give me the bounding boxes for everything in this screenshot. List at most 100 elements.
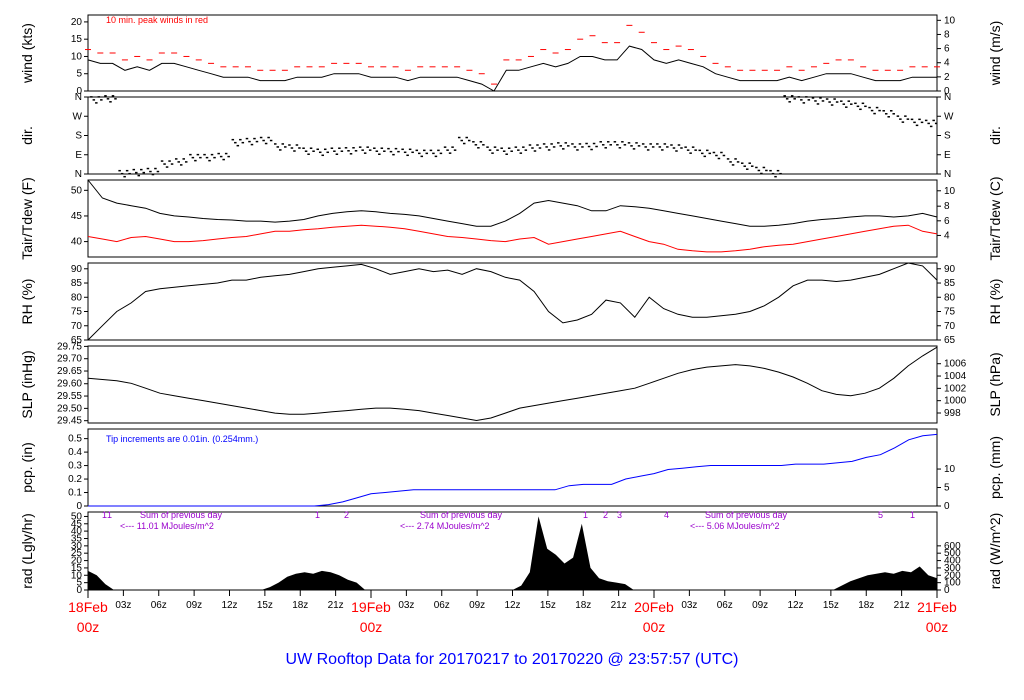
pcp-left-tick-label: 0 [76, 501, 82, 512]
dir-point [576, 149, 579, 151]
x-tick-label: 18z [858, 600, 874, 611]
dir-point [425, 152, 429, 155]
dir-point [510, 150, 513, 152]
dir-point [451, 146, 454, 148]
dir-point [411, 151, 414, 154]
pcp-left-tick-label: 0.2 [68, 474, 82, 485]
dir-point [901, 121, 905, 123]
dir-point [224, 152, 228, 155]
dir-point [859, 108, 862, 111]
rad-tip-label: 5 [878, 510, 883, 520]
rad-left-tick-label: 5 [76, 578, 82, 589]
pcp-left-tick-label: 0.4 [68, 447, 82, 458]
pcp-left-tick-label: 0.1 [68, 488, 82, 499]
x-tick-label: 06z [151, 600, 167, 611]
x-tick-label: 21z [894, 600, 910, 611]
rh-left-tick-label: 80 [71, 292, 83, 303]
dir-right-tick-label: S [944, 131, 951, 142]
dir-point [562, 148, 565, 150]
dir-point [910, 118, 914, 121]
rh-right-tick-label: 65 [944, 335, 956, 346]
dir-point [177, 161, 180, 163]
dir-point [460, 139, 463, 142]
dir-point [783, 95, 786, 97]
dir-point [924, 119, 928, 122]
dir-point [769, 169, 772, 172]
dir-point [288, 144, 291, 146]
dir-point [222, 158, 225, 161]
dir-point [918, 118, 921, 121]
dir-point [536, 144, 539, 146]
dir-point [623, 144, 627, 146]
temp-left-tick-label: 45 [71, 211, 83, 222]
slp-left-tick-label: 29.45 [57, 416, 82, 427]
dir-point [135, 171, 138, 174]
dir-point [632, 148, 636, 150]
rh-series-0 [87, 262, 938, 341]
dir-point [920, 121, 924, 124]
dir-point [547, 149, 551, 151]
slp-ylabel-right: SLP (hPa) [987, 352, 1003, 416]
dir-point [899, 118, 902, 120]
dir-point [567, 145, 570, 147]
dir-point [906, 118, 910, 120]
dir-left-tick-label: S [75, 131, 82, 142]
x-tick-label: 21z [328, 600, 344, 611]
dir-point [672, 147, 676, 149]
dir-point [646, 149, 650, 151]
wind-left-tick-label: 15 [71, 34, 83, 45]
rad-tip-label: 2 [603, 510, 608, 520]
dir-point [111, 95, 115, 97]
x-tick-label: 12z [787, 600, 803, 611]
dir-point [557, 142, 560, 144]
dir-point [807, 99, 811, 101]
wind-left-tick-label: 0 [76, 86, 82, 97]
rad-left-tick-label: 35 [71, 534, 83, 545]
dir-point [284, 146, 287, 148]
dir-point [245, 137, 249, 140]
x-date-label: 19Feb [351, 599, 391, 615]
dir-point [210, 153, 214, 156]
dir-point [496, 149, 499, 151]
dir-point [621, 141, 624, 143]
dir-point [140, 168, 143, 171]
dir-point [338, 147, 341, 149]
x-tick-label: 15z [823, 600, 839, 611]
dir-point [934, 122, 938, 125]
dir-point [774, 175, 777, 178]
dir-point [179, 164, 183, 166]
dir-point [686, 149, 690, 151]
dir-point [722, 154, 726, 157]
rad-left-tick-label: 0 [76, 585, 82, 596]
dir-point [500, 147, 503, 149]
temp-right-tick-label: 4 [944, 230, 950, 241]
dir-point [154, 167, 157, 170]
dir-point [401, 148, 404, 151]
dir-point [241, 141, 245, 144]
x-date-hour: 00z [926, 619, 949, 635]
dir-point [182, 158, 185, 160]
dir-point [505, 153, 508, 155]
dir-point [616, 144, 619, 146]
dir-point [502, 150, 506, 152]
wind-ylabel-left: wind (kts) [19, 23, 35, 84]
dir-point [522, 146, 525, 148]
dir-point [92, 99, 96, 101]
wind-annotation: 10 min. peak winds in red [106, 15, 208, 25]
pcp-annotation: Tip increments are 0.01in. (0.254mm.) [106, 434, 258, 444]
dir-point [366, 146, 369, 148]
dir-point [793, 98, 796, 100]
dir-point [816, 103, 820, 105]
dir-point [613, 141, 617, 143]
dir-point [929, 125, 933, 128]
dir-point [231, 138, 235, 141]
dir-point [599, 141, 602, 143]
dir-point [217, 152, 220, 155]
dir-point [519, 152, 523, 154]
dir-right-tick-label: N [944, 92, 951, 103]
rad-tip-label: 1 [583, 510, 588, 520]
dir-point [434, 155, 438, 158]
dir-point [771, 172, 775, 175]
pcp-right-tick-label: 5 [944, 483, 950, 494]
